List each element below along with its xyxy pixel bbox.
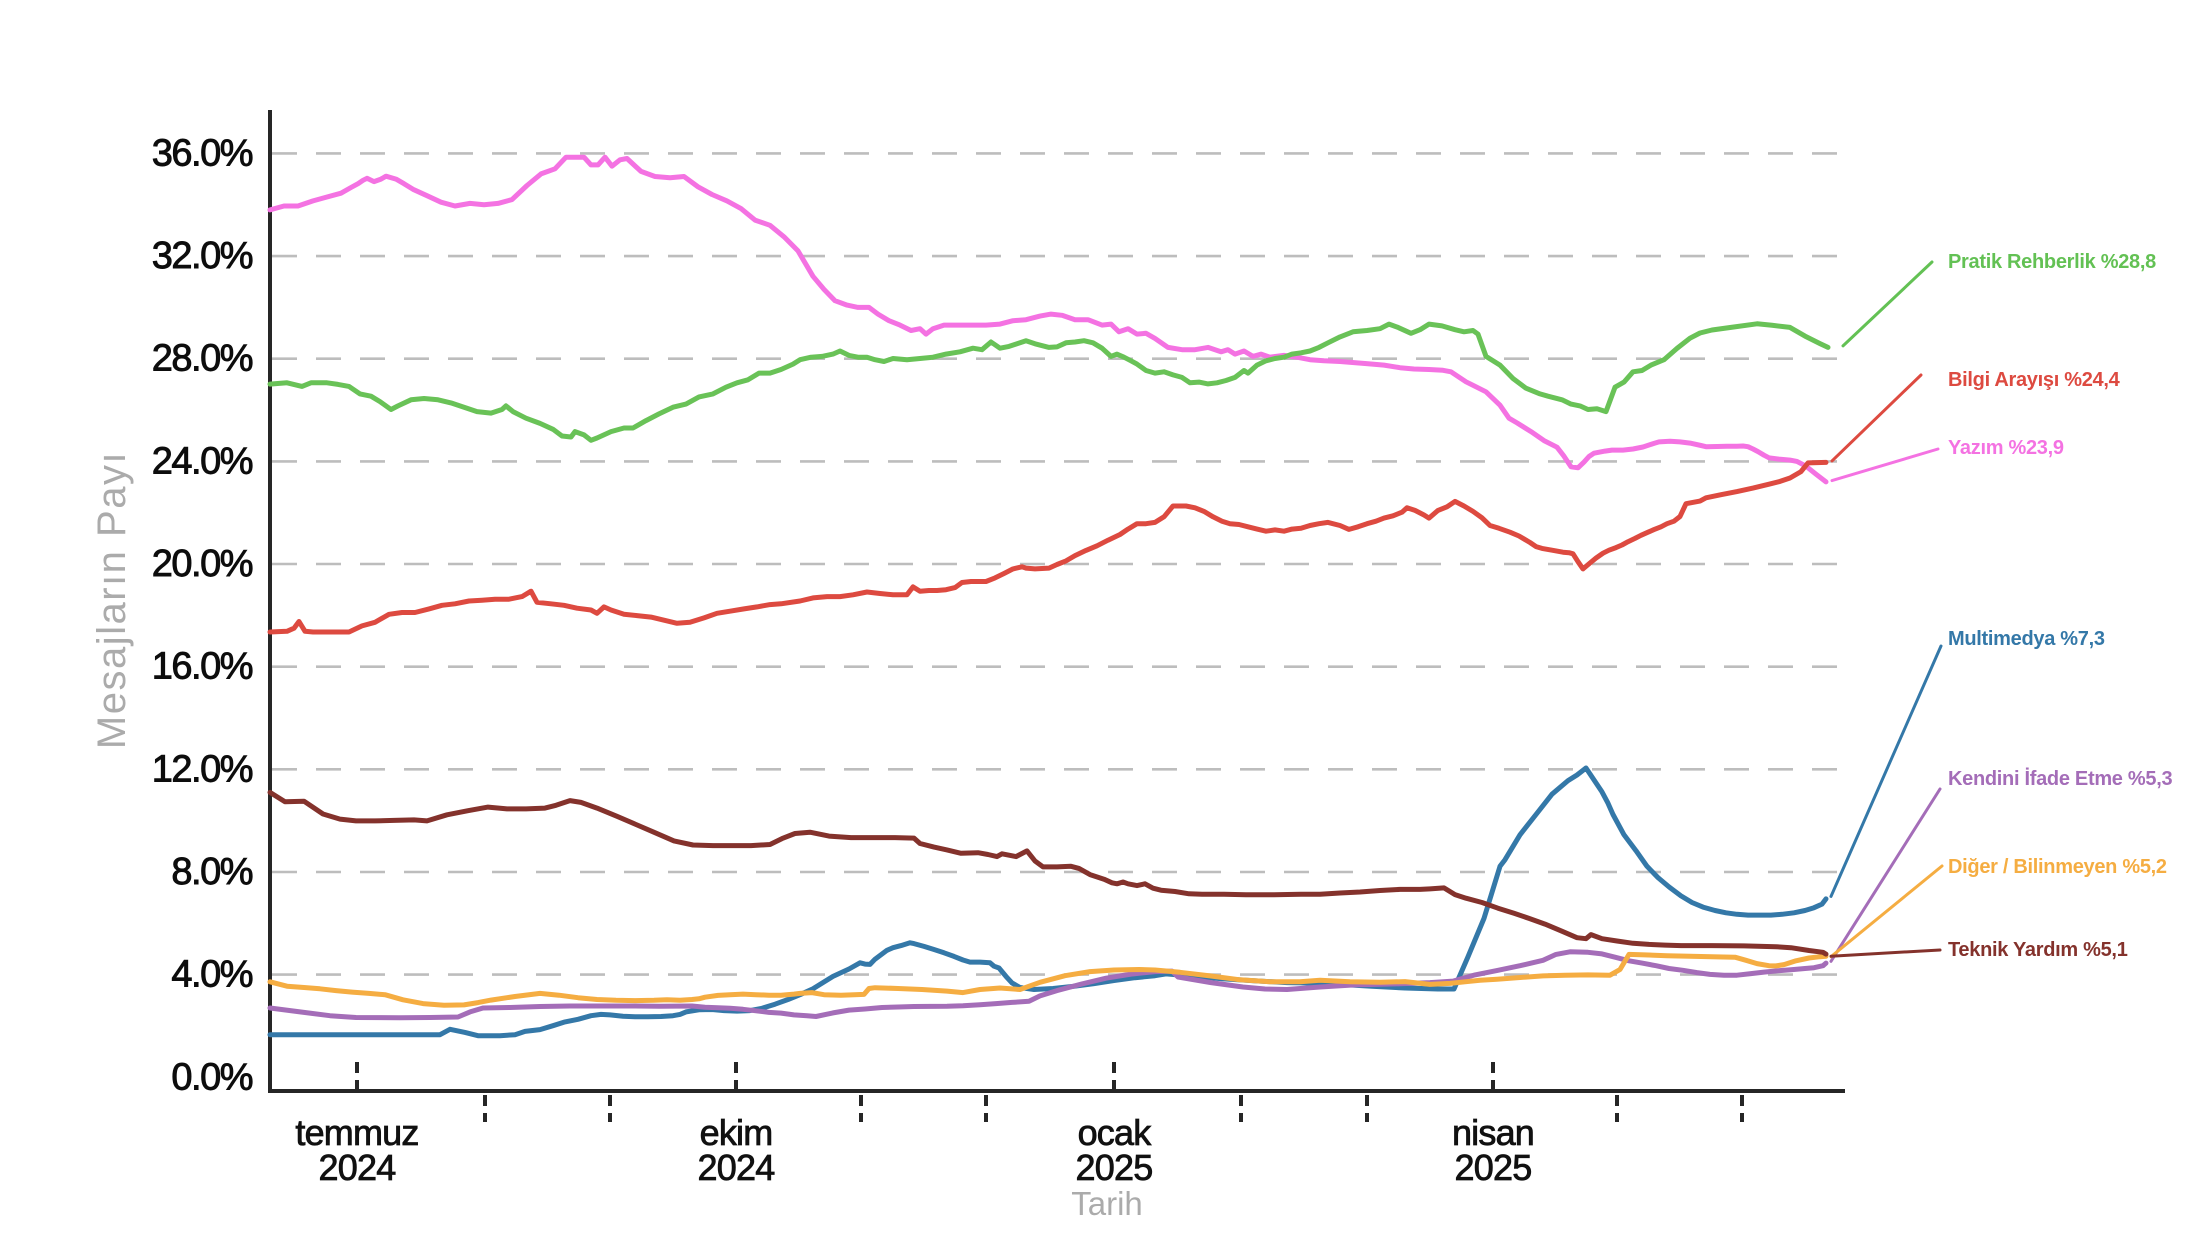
svg-text:ekim: ekim [700, 1112, 773, 1153]
svg-text:Kendini İfade Etme %5,3: Kendini İfade Etme %5,3 [1948, 767, 2172, 790]
svg-text:8.0%: 8.0% [171, 851, 252, 893]
svg-text:24.0%: 24.0% [152, 440, 253, 482]
svg-text:Bilgi Arayışı %24,4: Bilgi Arayışı %24,4 [1948, 369, 2121, 391]
svg-text:16.0%: 16.0% [152, 646, 253, 688]
svg-text:Tarih: Tarih [1071, 1185, 1143, 1222]
svg-text:2025: 2025 [1076, 1147, 1153, 1188]
svg-text:Yazım %23,9: Yazım %23,9 [1948, 437, 2064, 459]
svg-text:12.0%: 12.0% [152, 748, 253, 790]
svg-text:Pratik Rehberlik %28,8: Pratik Rehberlik %28,8 [1948, 251, 2156, 273]
svg-text:temmuz: temmuz [295, 1112, 418, 1153]
svg-text:nisan: nisan [1452, 1112, 1534, 1153]
svg-text:36.0%: 36.0% [152, 132, 253, 174]
svg-text:0.0%: 0.0% [171, 1056, 252, 1098]
svg-text:Diğer / Bilinmeyen %5,2: Diğer / Bilinmeyen %5,2 [1948, 856, 2167, 878]
svg-text:2024: 2024 [319, 1147, 396, 1188]
svg-text:32.0%: 32.0% [152, 235, 253, 277]
svg-text:2024: 2024 [698, 1147, 775, 1188]
svg-text:Teknik Yardım %5,1: Teknik Yardım %5,1 [1948, 939, 2128, 961]
svg-text:Mesajların Payı: Mesajların Payı [90, 451, 134, 749]
svg-text:Multimedya %7,3: Multimedya %7,3 [1948, 628, 2105, 650]
svg-text:ocak: ocak [1078, 1112, 1153, 1153]
svg-text:28.0%: 28.0% [152, 338, 253, 380]
svg-text:2025: 2025 [1455, 1147, 1532, 1188]
svg-text:4.0%: 4.0% [171, 954, 252, 996]
svg-text:20.0%: 20.0% [152, 543, 253, 585]
